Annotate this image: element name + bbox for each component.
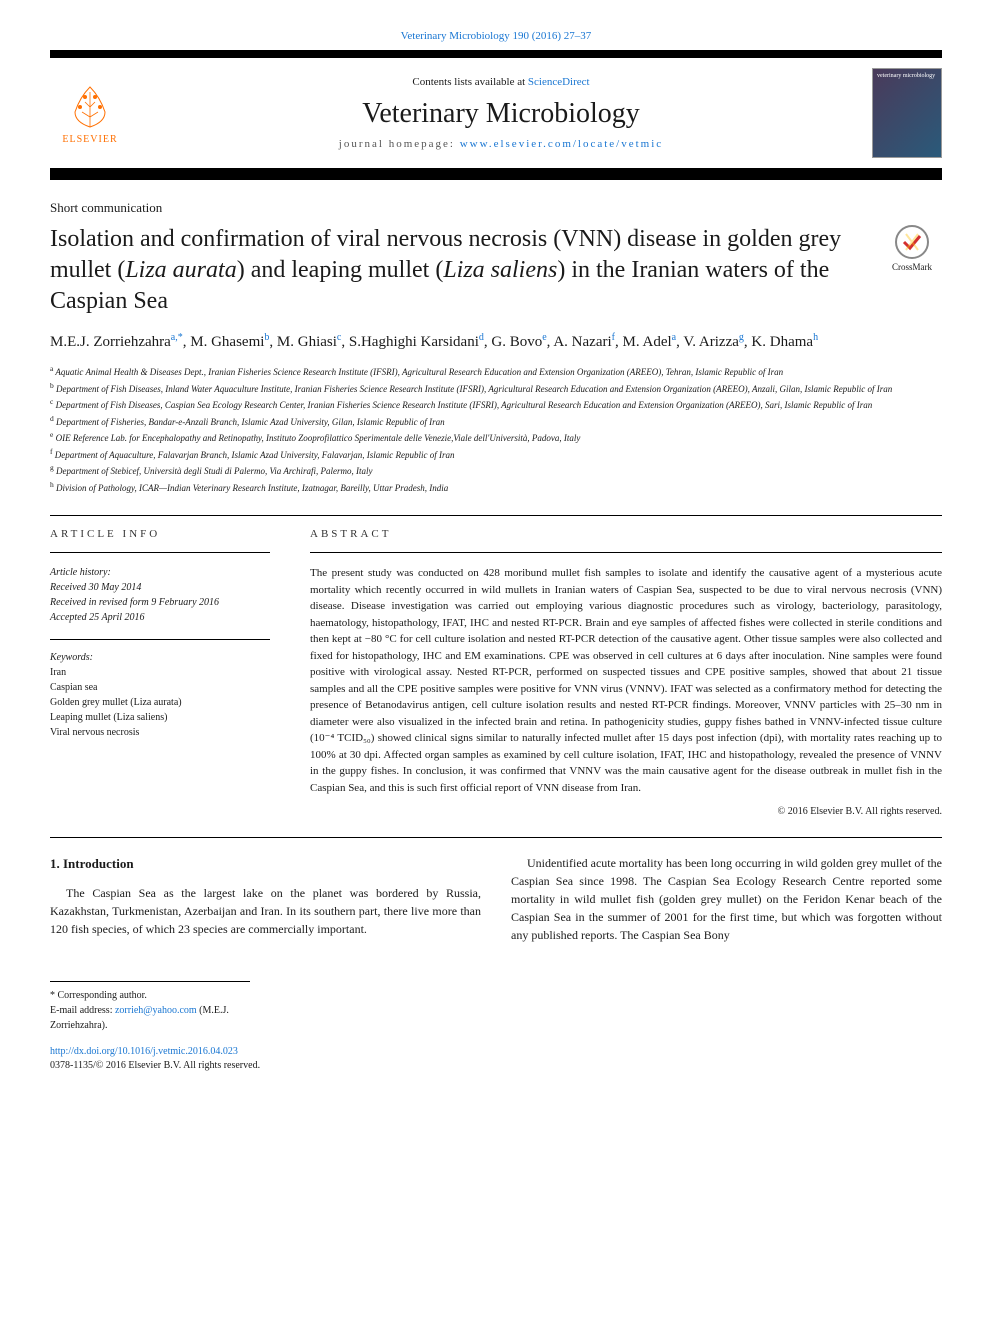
- article-title: Isolation and confirmation of viral nerv…: [50, 224, 872, 318]
- introduction: 1. Introduction The Caspian Sea as the l…: [50, 854, 942, 951]
- keyword-item: Golden grey mullet (Liza aurata): [50, 695, 270, 710]
- affiliation-line: g Department of Stebicef, Università deg…: [50, 462, 942, 479]
- author-name: S.Haghighi Karsidani: [349, 334, 479, 350]
- keyword-item: Iran: [50, 665, 270, 680]
- history-accepted: Accepted 25 April 2016: [50, 610, 270, 625]
- affiliation-line: c Department of Fish Diseases, Caspian S…: [50, 396, 942, 413]
- elsevier-label: ELSEVIER: [62, 134, 117, 145]
- homepage-line: journal homepage: www.elsevier.com/locat…: [130, 138, 872, 150]
- doi-link[interactable]: http://dx.doi.org/10.1016/j.vetmic.2016.…: [50, 1046, 238, 1057]
- homepage-link[interactable]: www.elsevier.com/locate/vetmic: [460, 138, 663, 150]
- journal-name: Veterinary Microbiology: [130, 98, 872, 130]
- author-aff-link[interactable]: g: [739, 332, 744, 343]
- author-aff-link[interactable]: h: [813, 332, 818, 343]
- author-aff-link[interactable]: c: [337, 332, 341, 343]
- author-aff-link[interactable]: a: [672, 332, 676, 343]
- journal-cover: veterinary microbiology: [872, 68, 942, 158]
- top-citation: Veterinary Microbiology 190 (2016) 27–37: [50, 30, 942, 42]
- doi-block: http://dx.doi.org/10.1016/j.vetmic.2016.…: [50, 1045, 942, 1073]
- keyword-item: Viral nervous necrosis: [50, 725, 270, 740]
- affiliation-line: e OIE Reference Lab. for Encephalopathy …: [50, 429, 942, 446]
- contents-prefix: Contents lists available at: [412, 76, 527, 88]
- affiliation-line: h Division of Pathology, ICAR—Indian Vet…: [50, 479, 942, 496]
- divider: [50, 837, 942, 838]
- author-aff-link[interactable]: d: [479, 332, 484, 343]
- crossmark-label: CrossMark: [882, 262, 942, 272]
- footer: * Corresponding author. E-mail address: …: [50, 981, 942, 1073]
- author-aff-link[interactable]: a,: [171, 332, 178, 343]
- author-name: M.E.J. Zorriehzahra: [50, 334, 171, 350]
- abstract-header: ABSTRACT: [310, 528, 942, 540]
- header-center: Contents lists available at ScienceDirec…: [130, 76, 872, 150]
- history-revised: Received in revised form 9 February 2016: [50, 595, 270, 610]
- intro-heading: 1. Introduction: [50, 854, 481, 874]
- masthead: ELSEVIER Contents lists available at Sci…: [50, 50, 942, 180]
- author-aff-link[interactable]: b: [264, 332, 269, 343]
- contents-line: Contents lists available at ScienceDirec…: [130, 76, 872, 88]
- author-name: M. Ghasemi: [190, 334, 264, 350]
- author-name: A. Nazari: [553, 334, 611, 350]
- intro-p2: Unidentified acute mortality has been lo…: [511, 854, 942, 944]
- history-received: Received 30 May 2014: [50, 580, 270, 595]
- email-link[interactable]: zorrieh@yahoo.com: [115, 1005, 197, 1016]
- issn-line: 0378-1135/© 2016 Elsevier B.V. All right…: [50, 1060, 260, 1071]
- info-abstract-row: ARTICLE INFO Article history: Received 3…: [50, 528, 942, 817]
- author-corr-link[interactable]: *: [178, 332, 183, 343]
- homepage-prefix: journal homepage:: [339, 138, 460, 150]
- article-history: Article history: Received 30 May 2014 Re…: [50, 565, 270, 625]
- divider: [50, 639, 270, 640]
- title-row: Isolation and confirmation of viral nerv…: [50, 224, 942, 318]
- author-name: M. Adel: [623, 334, 672, 350]
- title-p3: ) and leaping mullet (: [237, 257, 444, 283]
- author-name: G. Bovo: [491, 334, 542, 350]
- intro-p1: The Caspian Sea as the largest lake on t…: [50, 884, 481, 938]
- affiliations: a Aquatic Animal Health & Diseases Dept.…: [50, 363, 942, 495]
- affiliation-line: d Department of Fisheries, Bandar-e-Anza…: [50, 413, 942, 430]
- author-aff-link[interactable]: e: [542, 332, 546, 343]
- keywords-label: Keywords:: [50, 652, 270, 663]
- divider: [310, 552, 942, 553]
- authors: M.E.J. Zorriehzahraa,*, M. Ghasemib, M. …: [50, 330, 942, 354]
- keywords-list: IranCaspian seaGolden grey mullet (Liza …: [50, 665, 270, 740]
- article-info-col: ARTICLE INFO Article history: Received 3…: [50, 528, 270, 817]
- sciencedirect-link[interactable]: ScienceDirect: [528, 76, 590, 88]
- divider: [50, 552, 270, 553]
- cover-text: veterinary microbiology: [877, 73, 935, 79]
- keyword-item: Leaping mullet (Liza saliens): [50, 710, 270, 725]
- corresp-label: * Corresponding author.: [50, 988, 250, 1003]
- author-name: M. Ghiasi: [277, 334, 337, 350]
- title-species1: Liza aurata: [125, 257, 236, 283]
- author-aff-link[interactable]: f: [612, 332, 615, 343]
- copyright: © 2016 Elsevier B.V. All rights reserved…: [310, 806, 942, 817]
- corresponding-author: * Corresponding author. E-mail address: …: [50, 981, 250, 1033]
- author-name: K. Dhama: [751, 334, 813, 350]
- crossmark-icon: [894, 224, 930, 260]
- history-label: Article history:: [50, 565, 270, 580]
- elsevier-tree-icon: [60, 82, 120, 132]
- abstract-col: ABSTRACT The present study was conducted…: [310, 528, 942, 817]
- abstract-text: The present study was conducted on 428 m…: [310, 565, 942, 796]
- author-name: V. Arizza: [683, 334, 739, 350]
- keyword-item: Caspian sea: [50, 680, 270, 695]
- affiliation-line: b Department of Fish Diseases, Inland Wa…: [50, 380, 942, 397]
- title-species2: Liza saliens: [443, 257, 557, 283]
- citation-link[interactable]: Veterinary Microbiology 190 (2016) 27–37: [401, 30, 592, 42]
- article-info-header: ARTICLE INFO: [50, 528, 270, 540]
- divider: [50, 515, 942, 516]
- elsevier-logo: ELSEVIER: [50, 73, 130, 153]
- crossmark-badge[interactable]: CrossMark: [882, 224, 942, 272]
- article-type: Short communication: [50, 200, 942, 216]
- affiliation-line: f Department of Aquaculture, Falavarjan …: [50, 446, 942, 463]
- affiliation-line: a Aquatic Animal Health & Diseases Dept.…: [50, 363, 942, 380]
- email-label: E-mail address:: [50, 1005, 115, 1016]
